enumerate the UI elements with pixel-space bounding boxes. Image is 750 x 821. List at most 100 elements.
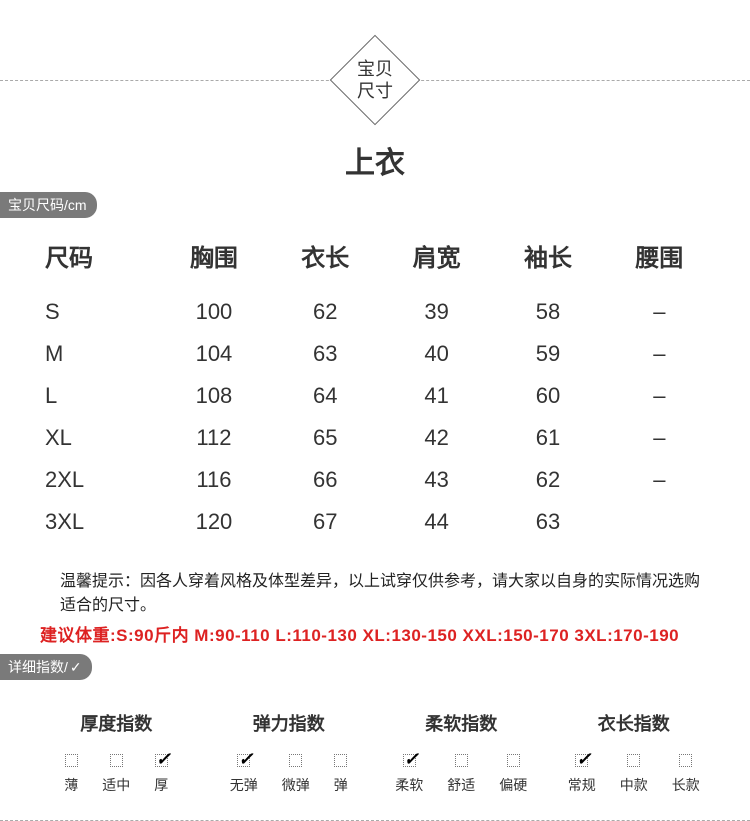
index-option-label: 适中 [102, 775, 130, 795]
index-options-row: 柔软 舒适 偏硬 [375, 754, 548, 795]
table-cell: XL [35, 417, 158, 459]
index-title: 弹力指数 [203, 710, 376, 736]
table-cell: 58 [492, 291, 603, 333]
table-cell: 104 [158, 333, 269, 375]
table-cell: 67 [270, 501, 381, 543]
table-cell: 3XL [35, 501, 158, 543]
header: 宝贝 尺寸 [0, 40, 750, 120]
size-table: 尺码胸围衣长肩宽袖长腰围 S100623958–M104634059–L1086… [0, 218, 750, 553]
checkbox-icon [679, 754, 692, 767]
table-cell: 108 [158, 375, 269, 417]
size-column-header: 衣长 [270, 228, 381, 291]
detail-section-tag-label: 详细指数/ [8, 659, 68, 675]
size-table-el: 尺码胸围衣长肩宽袖长腰围 S100623958–M104634059–L1086… [35, 228, 715, 543]
table-cell: – [604, 459, 715, 501]
index-option: 柔软 [395, 754, 423, 795]
index-option: 厚 [154, 754, 168, 795]
index-option-label: 无弹 [230, 775, 258, 795]
index-option-label: 柔软 [395, 775, 423, 795]
table-cell: – [604, 375, 715, 417]
table-row: S100623958– [35, 291, 715, 333]
table-cell: – [604, 417, 715, 459]
checkbox-icon [65, 754, 78, 767]
index-option: 薄 [64, 754, 78, 795]
index-title: 柔软指数 [375, 710, 548, 736]
table-cell: 42 [381, 417, 492, 459]
index-options-row: 常规 中款长款 [548, 754, 721, 795]
table-row: M104634059– [35, 333, 715, 375]
table-row: 3XL120674463 [35, 501, 715, 543]
index-options-row: 无弹 微弹弹 [203, 754, 376, 795]
table-cell: 44 [381, 501, 492, 543]
table-cell: L [35, 375, 158, 417]
table-cell: 43 [381, 459, 492, 501]
table-cell: 61 [492, 417, 603, 459]
index-option-label: 弹 [334, 775, 348, 795]
checkbox-icon [237, 754, 250, 767]
table-cell: 64 [270, 375, 381, 417]
index-option-label: 舒适 [447, 775, 475, 795]
index-option: 舒适 [447, 754, 475, 795]
checkbox-icon [575, 754, 588, 767]
size-table-head: 尺码胸围衣长肩宽袖长腰围 [35, 228, 715, 291]
index-option: 常规 [568, 754, 596, 795]
size-column-header: 腰围 [604, 228, 715, 291]
index-option: 弹 [334, 754, 348, 795]
table-cell: 59 [492, 333, 603, 375]
index-block: 厚度指数薄适中 厚 [30, 710, 203, 795]
table-cell: 65 [270, 417, 381, 459]
table-cell: – [604, 333, 715, 375]
indices-row: 厚度指数薄适中厚弹力指数无弹微弹弹柔软指数柔软舒适偏硬衣长指数常规中款长款 [0, 680, 750, 820]
detail-section-tag-wrap: 详细指数/✓ [0, 654, 750, 680]
size-table-body: S100623958–M104634059–L108644160–XL11265… [35, 291, 715, 543]
checkbox-icon [155, 754, 168, 767]
detail-section-tag: 详细指数/✓ [0, 654, 92, 680]
size-section-tag: 宝贝尺码/cm [0, 192, 97, 218]
checkbox-icon [455, 754, 468, 767]
table-cell: 2XL [35, 459, 158, 501]
table-cell: 66 [270, 459, 381, 501]
index-block: 柔软指数柔软 舒适 偏硬 [375, 710, 548, 795]
table-row: XL112654261– [35, 417, 715, 459]
index-title: 厚度指数 [30, 710, 203, 736]
table-cell: 39 [381, 291, 492, 333]
check-icon: ✓ [70, 659, 82, 675]
table-cell: 63 [492, 501, 603, 543]
size-table-header-row: 尺码胸围衣长肩宽袖长腰围 [35, 228, 715, 291]
index-option-label: 厚 [154, 775, 168, 795]
diamond-line2: 尺寸 [357, 81, 393, 101]
diamond-label: 宝贝 尺寸 [357, 58, 393, 102]
index-option-label: 长款 [672, 775, 700, 795]
table-cell: 100 [158, 291, 269, 333]
table-cell: – [604, 291, 715, 333]
size-section-tag-label: 宝贝尺码/cm [8, 197, 87, 213]
index-option: 适中 [102, 754, 130, 795]
size-column-header: 肩宽 [381, 228, 492, 291]
table-cell: 62 [270, 291, 381, 333]
index-option: 微弹 [282, 754, 310, 795]
index-option-label: 偏硬 [499, 775, 527, 795]
table-row: L108644160– [35, 375, 715, 417]
checkbox-icon [507, 754, 520, 767]
size-section-tag-wrap: 宝贝尺码/cm [0, 192, 750, 218]
index-option: 中款 [620, 754, 648, 795]
checkbox-icon [334, 754, 347, 767]
index-option-label: 常规 [568, 775, 596, 795]
table-cell [604, 501, 715, 543]
size-column-header: 胸围 [158, 228, 269, 291]
checkbox-icon [627, 754, 640, 767]
checkbox-icon [289, 754, 302, 767]
table-cell: 40 [381, 333, 492, 375]
checkbox-icon [403, 754, 416, 767]
table-cell: 112 [158, 417, 269, 459]
index-block: 弹力指数无弹 微弹弹 [203, 710, 376, 795]
size-column-header: 袖长 [492, 228, 603, 291]
table-row: 2XL116664362– [35, 459, 715, 501]
checkbox-icon [110, 754, 123, 767]
table-cell: 62 [492, 459, 603, 501]
weight-recommendation: 建议体重:S:90斤内 M:90-110 L:110-130 XL:130-15… [0, 617, 750, 654]
index-options-row: 薄适中 厚 [30, 754, 203, 795]
index-option: 无弹 [230, 754, 258, 795]
table-cell: S [35, 291, 158, 333]
index-block: 衣长指数常规中款长款 [548, 710, 721, 795]
